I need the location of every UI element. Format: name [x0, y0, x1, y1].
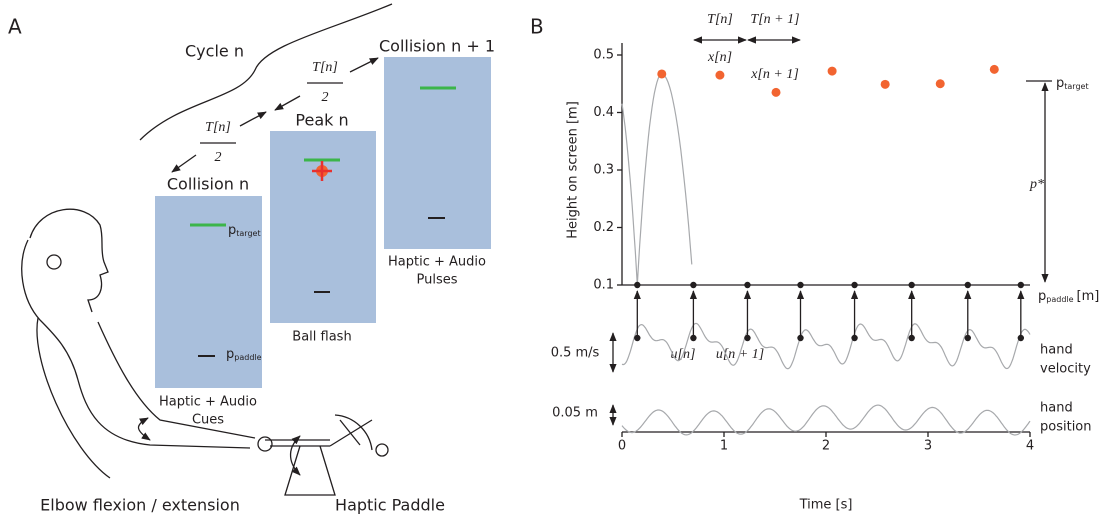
arrow: [171, 154, 197, 173]
screen-collision-next: [384, 57, 491, 249]
panel-label: B: [530, 15, 544, 39]
peak: [771, 87, 781, 97]
ball-flash: [312, 161, 332, 181]
collision: [744, 281, 751, 289]
y-tick-label: 0.2: [593, 220, 614, 235]
x-tick-label: 3: [924, 439, 932, 454]
input-dot: [797, 334, 804, 342]
input-dot: [964, 334, 971, 342]
collision: [690, 281, 697, 289]
trajectory: [621, 73, 693, 286]
y-tick-label: 0.4: [593, 105, 614, 120]
rotation-arrow: [289, 435, 301, 476]
paddle-label: ppaddle: [226, 347, 262, 362]
distance-label: p*: [1029, 177, 1044, 192]
x-tick-label: 4: [1026, 439, 1034, 454]
peak-label: Peak n: [295, 111, 348, 130]
hand-velocity: [621, 322, 1031, 370]
device-label: Haptic Paddle: [335, 496, 445, 515]
x-tick-label: 0: [618, 439, 626, 454]
panel-label: A: [8, 15, 22, 39]
period-label: T[n]: [707, 12, 733, 27]
half-period-num: T[n]: [312, 60, 338, 75]
haptic-paddle: [265, 414, 373, 496]
pulse-label: Pulses: [416, 273, 457, 288]
handle: [257, 436, 273, 452]
input-dot: [690, 334, 697, 342]
input-dot: [744, 334, 751, 342]
peak: [935, 79, 945, 89]
y-tick-label: 0.1: [593, 278, 614, 293]
half-period-den: 2: [322, 90, 329, 105]
x-tick-label: 2: [822, 439, 830, 454]
arrow: [274, 95, 301, 111]
position-label: hand: [1040, 401, 1073, 416]
panel-b: B Height on screen [m] Time [s] T[n] T[n…: [530, 12, 1099, 512]
half-period-num: T[n]: [205, 120, 231, 135]
collision: [908, 281, 915, 289]
peak: [715, 70, 725, 80]
collision: [1017, 281, 1025, 289]
peak-label: x[n]: [707, 50, 732, 65]
collision: [964, 281, 971, 289]
cue-label: Cues: [192, 413, 224, 428]
pulse-label: Haptic + Audio: [388, 255, 486, 270]
collision: [797, 281, 804, 289]
flash-label: Ball flash: [292, 330, 351, 345]
peak: [827, 66, 837, 76]
target-label: ptarget: [228, 223, 261, 238]
collision-label: Collision n: [167, 175, 249, 194]
elbow-label: Elbow flexion / extension: [40, 496, 240, 515]
velocity-scale: 0.5 m/s: [551, 346, 600, 361]
pivot: [375, 443, 389, 457]
hand-position: [621, 404, 1031, 436]
position-scale: 0.05 m: [552, 406, 598, 421]
position-label: position: [1040, 420, 1092, 435]
input-dot: [908, 334, 915, 342]
peak: [880, 79, 890, 89]
collision: [851, 281, 858, 289]
person: [21, 208, 256, 479]
arrow: [239, 111, 267, 127]
half-period-den: 2: [215, 150, 222, 165]
collision: [634, 281, 641, 289]
arrow: [349, 57, 379, 73]
x-tick-label: 1: [720, 439, 728, 454]
period-label: T[n + 1]: [750, 12, 799, 27]
cycle-brace: [139, 3, 393, 141]
target-label: ptarget: [1056, 76, 1089, 91]
collision-next-label: Collision n + 1: [379, 37, 495, 56]
x-axis-label: Time [s]: [799, 498, 853, 513]
peak: [657, 69, 667, 79]
y-tick-label: 0.3: [593, 163, 614, 178]
y-axis-label: Height on screen [m]: [566, 101, 581, 239]
ear: [46, 254, 62, 270]
input-dot: [851, 334, 858, 342]
peak-label: x[n + 1]: [750, 67, 799, 82]
cue-label: Haptic + Audio: [159, 395, 257, 410]
peak: [989, 64, 999, 74]
cycle-label: Cycle n: [185, 42, 244, 61]
paddle-label: ppaddle [m]: [1038, 289, 1099, 304]
velocity-label: velocity: [1040, 362, 1091, 377]
panel-a: A Cycle n ptarget ppaddle Collision n Pe…: [8, 3, 495, 515]
velocity-label: hand: [1040, 343, 1073, 358]
y-tick-label: 0.5: [593, 48, 614, 63]
input-dot: [634, 334, 641, 342]
input-dot: [1017, 334, 1025, 342]
rotation-arrow: [137, 417, 151, 441]
